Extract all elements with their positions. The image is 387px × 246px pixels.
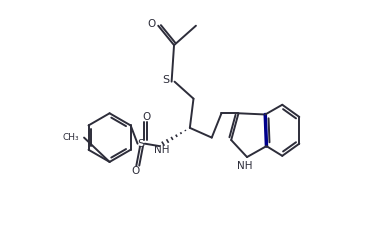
Text: NH: NH <box>237 161 252 170</box>
Text: O: O <box>132 166 140 176</box>
Text: CH₃: CH₃ <box>62 133 79 142</box>
Text: NH: NH <box>154 145 170 155</box>
Text: O: O <box>143 112 151 122</box>
Text: O: O <box>147 19 156 30</box>
Text: S: S <box>163 76 170 85</box>
Text: S: S <box>138 139 145 149</box>
